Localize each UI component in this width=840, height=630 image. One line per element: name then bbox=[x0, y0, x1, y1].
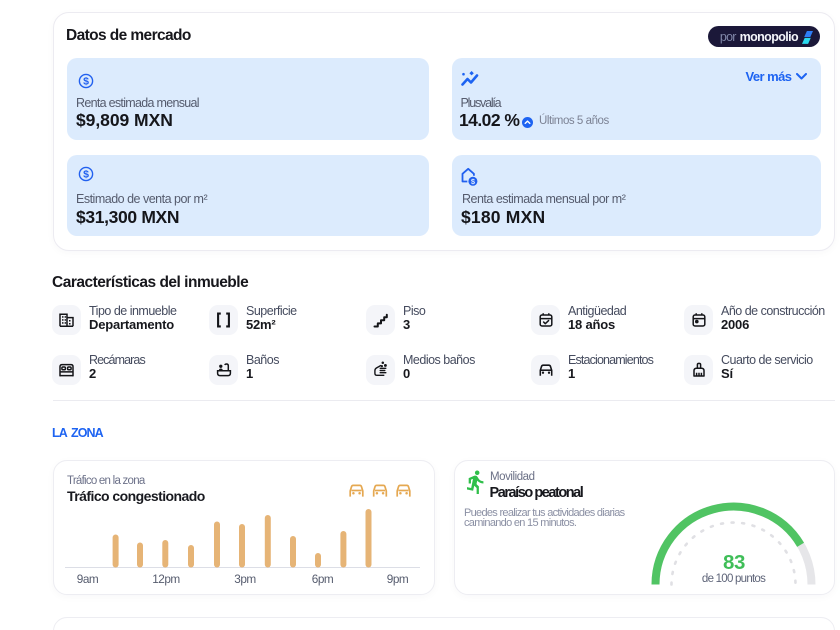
svg-text:3pm: 3pm bbox=[234, 572, 256, 586]
svg-text:9am: 9am bbox=[77, 572, 99, 586]
svg-text:12pm: 12pm bbox=[152, 572, 180, 586]
svg-text:$: $ bbox=[83, 76, 89, 88]
svg-text:6pm: 6pm bbox=[312, 572, 334, 586]
svg-text:$: $ bbox=[471, 177, 476, 186]
svg-text:$: $ bbox=[83, 169, 89, 181]
svg-text:9pm: 9pm bbox=[387, 572, 409, 586]
